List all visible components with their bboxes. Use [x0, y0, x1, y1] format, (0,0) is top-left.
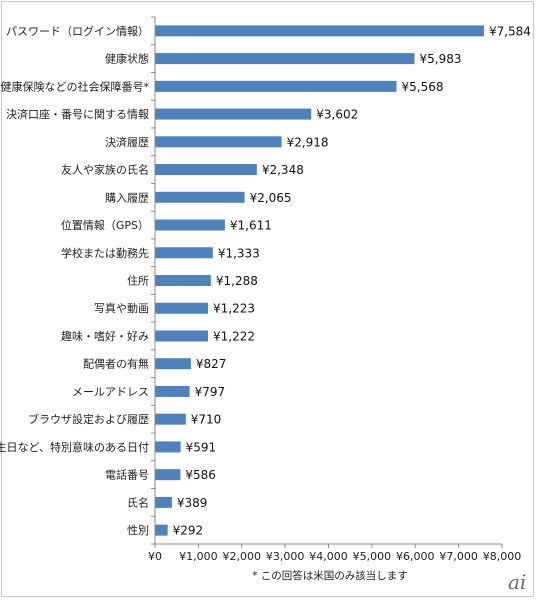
category-label: 友人や家族の氏名 [61, 163, 149, 177]
bar [155, 80, 397, 92]
bar [155, 108, 312, 120]
x-tick-label: ¥3,000 [266, 550, 305, 563]
x-tick-label: ¥5,000 [353, 550, 392, 563]
x-tick-label: ¥8,000 [483, 550, 522, 563]
data-label: ¥2,348 [262, 163, 304, 177]
x-tick-label: ¥6,000 [396, 550, 435, 563]
category-label: 健康状態 [105, 52, 149, 66]
bar [155, 496, 172, 508]
bar [155, 164, 257, 176]
bar [155, 302, 209, 314]
category-label: 健康保険などの社会保障番号* [1, 79, 150, 93]
bar [155, 330, 209, 342]
category-label: 写真や動画 [94, 301, 149, 315]
bar [155, 413, 186, 425]
data-label: ¥292 [173, 524, 204, 538]
category-label: 購入履歴 [105, 190, 149, 204]
category-label: 趣味・嗜好・好み [61, 329, 149, 343]
bar [155, 219, 225, 231]
bar [155, 358, 191, 370]
bar [155, 136, 282, 148]
category-label: 決済口座・番号に関する情報 [6, 107, 149, 121]
category-label: 位置情報（GPS） [61, 218, 149, 232]
data-label: ¥2,065 [250, 191, 292, 205]
data-label: ¥3,602 [316, 108, 358, 122]
bar [155, 441, 181, 453]
data-label: ¥5,983 [420, 52, 462, 66]
bar [155, 247, 213, 259]
category-label: 誕生日など、特別意味のある日付 [0, 440, 149, 454]
x-tick-label: ¥4,000 [309, 550, 348, 563]
x-tick-label: ¥0 [148, 550, 162, 563]
category-label: ブラウザ設定および履歴 [28, 412, 149, 426]
data-label: ¥586 [185, 468, 216, 482]
category-label: 決済履歴 [105, 135, 149, 149]
data-label: ¥7,584 [489, 24, 531, 38]
category-label: 配偶者の有無 [83, 357, 149, 371]
data-label: ¥710 [191, 413, 222, 427]
data-label: ¥1,611 [230, 219, 272, 233]
footnote: * この回答は米国のみ該当します [252, 569, 408, 582]
bar [155, 275, 211, 286]
data-label: ¥2,918 [287, 135, 329, 149]
data-label: ¥827 [196, 357, 227, 371]
x-tick-label: ¥2,000 [223, 550, 262, 563]
category-label: 学校または勤務先 [61, 246, 149, 260]
category-label: 電話番号 [105, 468, 149, 482]
data-label: ¥1,223 [213, 302, 255, 316]
bar [155, 385, 190, 397]
data-label: ¥797 [195, 385, 226, 399]
bar [155, 25, 484, 37]
data-label: ¥591 [186, 440, 217, 454]
category-label: メールアドレス [72, 385, 149, 398]
category-label: 氏名 [127, 495, 149, 509]
bar [155, 524, 168, 536]
category-label: パスワード（ログイン情報） [6, 24, 149, 38]
category-label: 性別 [127, 523, 149, 537]
bar [155, 53, 415, 65]
category-label: 住所 [127, 274, 149, 288]
data-label: ¥1,333 [218, 246, 260, 260]
ai-logo: ai [508, 570, 526, 594]
data-label: ¥1,222 [213, 329, 255, 343]
x-tick-label: ¥7,000 [439, 550, 478, 563]
bar [155, 191, 245, 203]
data-label: ¥1,288 [216, 274, 258, 288]
data-label: ¥5,568 [402, 80, 444, 94]
data-label: ¥389 [177, 496, 208, 510]
bar [155, 469, 181, 481]
x-tick-label: ¥1,000 [179, 550, 218, 563]
